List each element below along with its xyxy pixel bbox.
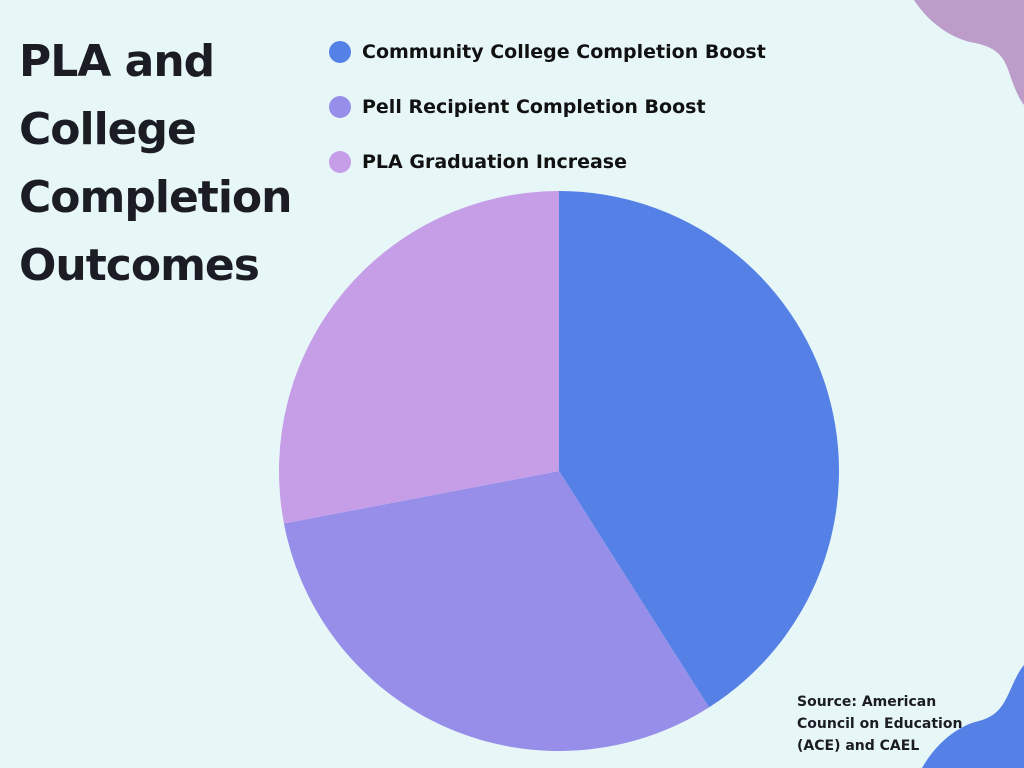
source-line: Source: American — [797, 694, 937, 710]
pie-slice-3 — [278, 191, 559, 524]
legend-item-community-college: Community College Completion Boost — [329, 24, 766, 79]
legend-dot-icon — [329, 95, 351, 118]
legend-dot-icon — [329, 40, 351, 63]
pie-slice-1 — [559, 191, 839, 708]
pie-slice-2 — [283, 471, 710, 751]
source-line: (ACE) and CAEL — [797, 738, 920, 754]
chart-legend: Community College Completion Boost Pell … — [329, 24, 766, 189]
bottom-right-blob — [922, 665, 1024, 768]
legend-label: Pell Recipient Completion Boost — [362, 95, 706, 118]
title-line: College — [19, 104, 197, 155]
chart-title: PLA and College Completion Outcomes — [19, 28, 319, 300]
source-line: Council on Education — [797, 716, 963, 732]
legend-dot-icon — [329, 150, 351, 173]
source-note: Source: American Council on Education (A… — [797, 691, 977, 757]
legend-item-pla-graduation: PLA Graduation Increase — [329, 134, 766, 189]
title-line: Outcomes — [19, 240, 260, 291]
legend-item-pell-recipient: Pell Recipient Completion Boost — [329, 79, 766, 134]
legend-label: Community College Completion Boost — [362, 40, 766, 63]
title-line: Completion — [19, 172, 292, 223]
legend-label: PLA Graduation Increase — [362, 150, 628, 173]
title-line: PLA and — [19, 36, 215, 87]
top-right-blob — [914, 0, 1024, 105]
